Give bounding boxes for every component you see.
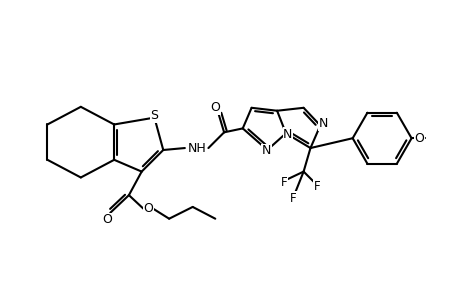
Text: O: O (143, 202, 153, 215)
Text: O: O (210, 101, 220, 114)
Text: O: O (102, 213, 112, 226)
Text: N: N (318, 117, 327, 130)
Text: NH: NH (187, 142, 206, 154)
Text: N: N (283, 128, 292, 141)
Text: F: F (313, 180, 320, 193)
Text: F: F (289, 192, 296, 205)
Text: N: N (261, 145, 270, 158)
Text: O: O (414, 132, 424, 145)
Text: F: F (280, 176, 287, 189)
Text: S: S (150, 109, 158, 122)
